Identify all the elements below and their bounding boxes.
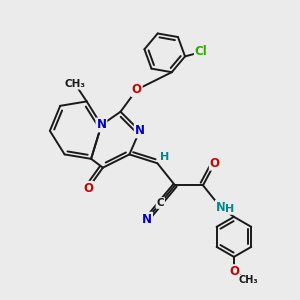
Text: O: O bbox=[229, 265, 239, 278]
Text: C: C bbox=[157, 198, 164, 208]
Text: N: N bbox=[216, 201, 226, 214]
Text: H: H bbox=[160, 152, 169, 162]
Text: N: N bbox=[135, 124, 145, 137]
Text: O: O bbox=[132, 83, 142, 96]
Text: N: N bbox=[96, 118, 106, 131]
Text: N: N bbox=[142, 213, 152, 226]
Text: O: O bbox=[210, 157, 220, 170]
Text: H: H bbox=[226, 204, 235, 214]
Text: Cl: Cl bbox=[195, 46, 208, 59]
Text: CH₃: CH₃ bbox=[239, 275, 259, 285]
Text: CH₃: CH₃ bbox=[64, 79, 86, 89]
Text: O: O bbox=[83, 182, 93, 195]
